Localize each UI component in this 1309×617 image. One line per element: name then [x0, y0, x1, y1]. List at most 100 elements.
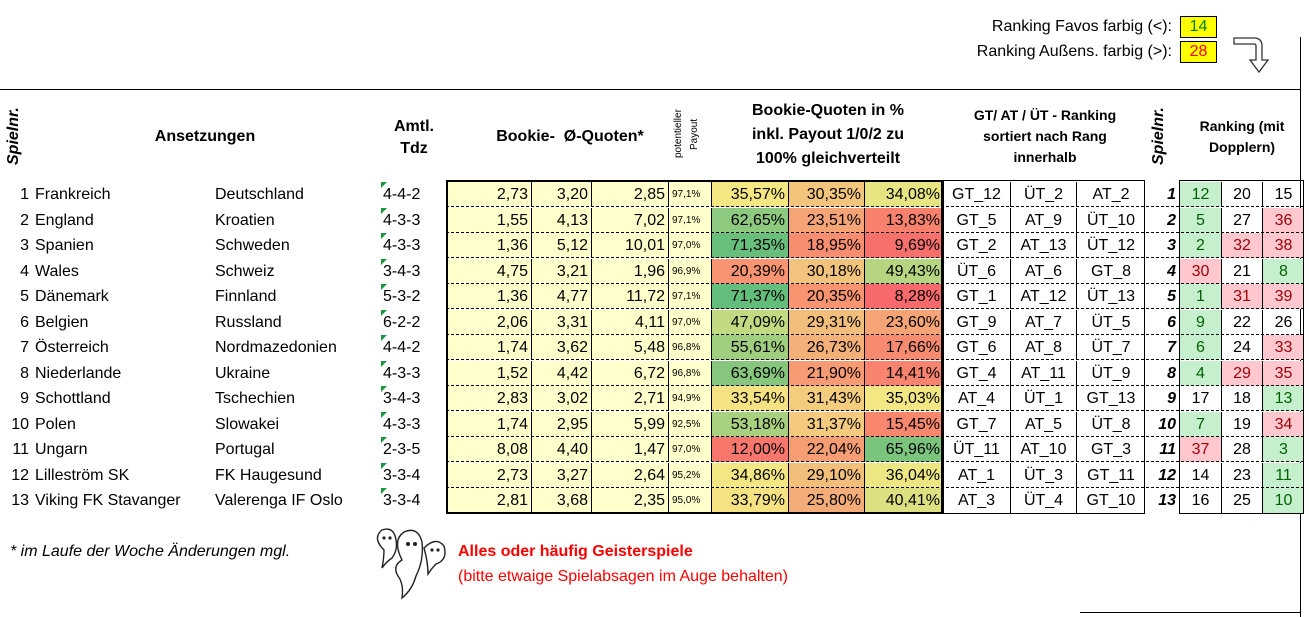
prozent-0[interactable]: 20,35%	[789, 284, 865, 309]
rank-1[interactable]: 7	[1180, 411, 1222, 437]
quote-2[interactable]: 2,71	[592, 386, 669, 411]
prozent-1[interactable]: 55,61%	[712, 335, 789, 360]
quote-0[interactable]: 3,20	[532, 182, 592, 207]
quote-0[interactable]: 4,77	[532, 284, 592, 309]
payout[interactable]: 97,0%	[669, 309, 712, 335]
spiel-nr[interactable]: 9	[20, 390, 29, 407]
ranking-slot-1[interactable]: ÜT_6	[943, 258, 1011, 284]
prozent-0[interactable]: 23,51%	[789, 207, 865, 233]
ranking-slot-3[interactable]: GT_10	[1086, 492, 1136, 509]
rank-3[interactable]: 3	[1263, 437, 1304, 462]
home-team[interactable]: Belgien	[35, 313, 89, 331]
rank-2[interactable]: 18	[1222, 386, 1263, 411]
prozent-2[interactable]: 40,41%	[865, 488, 943, 513]
prozent-0[interactable]: 29,31%	[789, 309, 865, 335]
spiel-nr[interactable]: 3	[20, 237, 29, 254]
quote-2[interactable]: 10,01	[592, 233, 669, 258]
amtl-tdz[interactable]: 4-4-2	[383, 339, 421, 356]
quote-2[interactable]: 1,96	[592, 258, 669, 284]
away-team[interactable]: Tschechien	[215, 390, 296, 407]
away-team[interactable]: Valerenga IF Oslo	[215, 492, 343, 509]
quote-1[interactable]: 2,73	[446, 182, 532, 207]
home-team[interactable]: Frankreich	[35, 186, 111, 203]
away-team[interactable]: Kroatien	[215, 211, 275, 229]
ranking-slot-3[interactable]: ÜT_8	[1091, 415, 1131, 433]
quote-2[interactable]: 5,99	[592, 411, 669, 437]
away-team[interactable]: Portugal	[215, 441, 275, 458]
ranking-slot-1[interactable]: GT_7	[943, 411, 1011, 437]
quote-2[interactable]: 11,72	[592, 284, 669, 309]
spiel-nr-2[interactable]: 8	[1167, 364, 1176, 382]
rank-1[interactable]: 17	[1180, 386, 1222, 411]
quote-1[interactable]: 2,81	[446, 488, 532, 513]
ranking-slot-1[interactable]: GT_12	[943, 182, 1011, 207]
spiel-nr[interactable]: 10	[11, 415, 29, 433]
amtl-tdz[interactable]: 4-3-3	[383, 415, 421, 433]
home-team[interactable]: Polen	[35, 415, 76, 433]
spiel-nr-2[interactable]: 2	[1167, 211, 1176, 229]
spiel-nr[interactable]: 13	[11, 492, 29, 509]
quote-0[interactable]: 3,02	[532, 386, 592, 411]
amtl-tdz[interactable]: 4-3-3	[383, 211, 421, 229]
prozent-2[interactable]: 14,41%	[865, 360, 943, 386]
prozent-2[interactable]: 49,43%	[865, 258, 943, 284]
prozent-1[interactable]: 33,79%	[712, 488, 789, 513]
legend-aussens-value[interactable]: 28	[1180, 41, 1217, 63]
rank-1[interactable]: 30	[1180, 258, 1222, 284]
spiel-nr-2[interactable]: 9	[1167, 390, 1176, 407]
away-team[interactable]: Ukraine	[215, 364, 271, 382]
ranking-slot-2[interactable]: AT_7	[1011, 309, 1077, 335]
prozent-1[interactable]: 33,54%	[712, 386, 789, 411]
legend-favos-value[interactable]: 14	[1180, 16, 1217, 38]
home-team[interactable]: Ungarn	[35, 441, 88, 458]
quote-2[interactable]: 2,35	[592, 488, 669, 513]
home-team[interactable]: Viking FK Stavanger	[35, 492, 181, 509]
prozent-1[interactable]: 12,00%	[712, 437, 789, 462]
quote-1[interactable]: 2,83	[446, 386, 532, 411]
rank-2[interactable]: 29	[1222, 360, 1263, 386]
prozent-1[interactable]: 35,57%	[712, 182, 789, 207]
prozent-0[interactable]: 31,37%	[789, 411, 865, 437]
payout[interactable]: 96,8%	[669, 360, 712, 386]
ranking-slot-1[interactable]: AT_4	[943, 386, 1011, 411]
prozent-2[interactable]: 34,08%	[865, 182, 943, 207]
rank-1[interactable]: 5	[1180, 207, 1222, 233]
quote-1[interactable]: 1,74	[446, 411, 532, 437]
ranking-slot-3[interactable]: GT_3	[1090, 441, 1131, 458]
amtl-tdz[interactable]: 5-3-2	[383, 288, 421, 305]
home-team[interactable]: England	[35, 211, 94, 229]
amtl-tdz[interactable]: 3-3-4	[383, 492, 421, 509]
quote-1[interactable]: 1,36	[446, 284, 532, 309]
amtl-tdz[interactable]: 6-2-2	[383, 313, 421, 331]
prozent-0[interactable]: 30,35%	[789, 182, 865, 207]
ranking-slot-2[interactable]: AT_9	[1011, 207, 1077, 233]
home-team[interactable]: Schottland	[35, 390, 111, 407]
quote-2[interactable]: 1,47	[592, 437, 669, 462]
rank-1[interactable]: 16	[1180, 488, 1222, 513]
ranking-slot-3[interactable]: ÜT_12	[1086, 237, 1136, 254]
rank-3[interactable]: 8	[1263, 258, 1304, 284]
ranking-slot-3[interactable]: ÜT_7	[1091, 339, 1131, 356]
home-team[interactable]: Niederlande	[35, 364, 122, 382]
rank-2[interactable]: 19	[1222, 411, 1263, 437]
quote-0[interactable]: 2,95	[532, 411, 592, 437]
ranking-slot-1[interactable]: GT_6	[943, 335, 1011, 360]
rank-3[interactable]: 38	[1263, 233, 1304, 258]
amtl-tdz[interactable]: 4-4-2	[383, 186, 421, 203]
prozent-2[interactable]: 35,03%	[865, 386, 943, 411]
rank-2[interactable]: 20	[1222, 182, 1263, 207]
away-team[interactable]: Nordmazedonien	[215, 339, 337, 356]
spiel-nr-2[interactable]: 13	[1158, 492, 1176, 509]
rank-3[interactable]: 36	[1263, 207, 1304, 233]
away-team[interactable]: Schweiz	[215, 262, 275, 280]
quote-0[interactable]: 3,31	[532, 309, 592, 335]
away-team[interactable]: Finnland	[215, 288, 277, 305]
payout[interactable]: 95,0%	[669, 488, 712, 513]
rank-2[interactable]: 21	[1222, 258, 1263, 284]
quote-1[interactable]: 1,55	[446, 207, 532, 233]
rank-2[interactable]: 28	[1222, 437, 1263, 462]
prozent-0[interactable]: 21,90%	[789, 360, 865, 386]
spiel-nr-2[interactable]: 7	[1167, 339, 1176, 356]
rank-1[interactable]: 4	[1180, 360, 1222, 386]
away-team[interactable]: FK Haugesund	[215, 466, 322, 484]
